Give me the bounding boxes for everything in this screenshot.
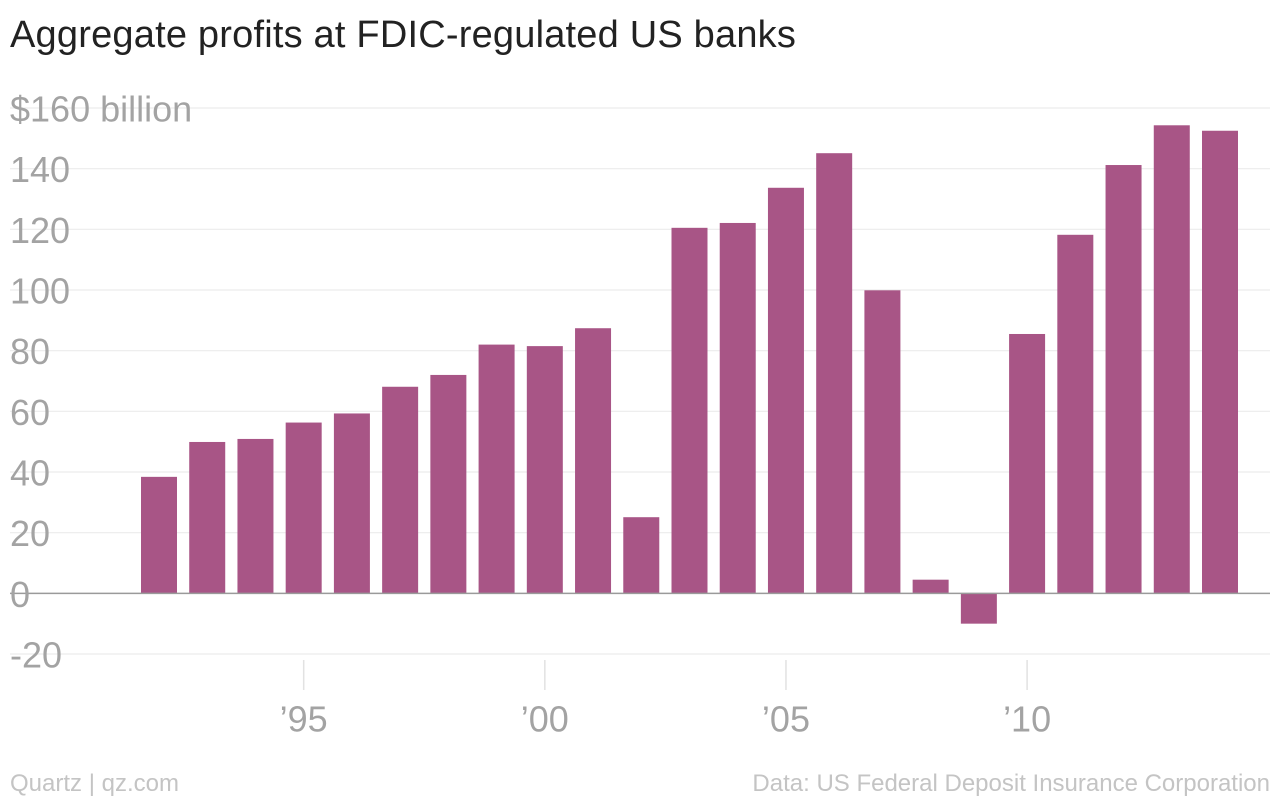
- bar: [333, 413, 370, 594]
- bar: [430, 374, 467, 594]
- bar: [767, 187, 804, 594]
- bar: [478, 344, 515, 594]
- x-tick-labels: ’95 ’00 ’05 ’10: [280, 699, 1051, 740]
- bar: [671, 227, 708, 594]
- x-tick-label: ’00: [521, 699, 569, 740]
- y-tick-label: -20: [10, 635, 62, 676]
- bar: [864, 290, 901, 594]
- x-tick-label: ’95: [280, 699, 328, 740]
- y-tick-label: 100: [10, 271, 70, 312]
- y-tick-label: 0: [10, 574, 30, 615]
- bar: [1153, 125, 1190, 594]
- footer-source-left: Quartz | qz.com: [10, 770, 179, 797]
- x-tick-label: ’05: [762, 699, 810, 740]
- bar: [141, 476, 177, 594]
- y-tick-label: 40: [10, 453, 50, 494]
- bar: [623, 517, 660, 594]
- y-tick-labels: -20 0 20 40 60 80 100 120 140 $160 billion: [10, 89, 192, 676]
- y-tick-label: 140: [10, 149, 70, 190]
- bar: [1009, 333, 1046, 594]
- bar: [526, 346, 563, 594]
- y-tick-label: $160 billion: [10, 89, 192, 130]
- bars: [141, 125, 1238, 624]
- bar: [816, 153, 853, 594]
- bar: [912, 579, 949, 594]
- bar: [1105, 165, 1142, 594]
- bar: [575, 328, 612, 594]
- bar: [189, 441, 226, 594]
- bar: [1057, 234, 1094, 594]
- y-tick-label: 120: [10, 210, 70, 251]
- bar: [237, 438, 274, 594]
- y-tick-label: 20: [10, 513, 50, 554]
- bar: [719, 222, 756, 594]
- x-tick-label: ’10: [1003, 699, 1051, 740]
- y-tick-label: 80: [10, 331, 50, 372]
- x-tick-marks: [302, 660, 1028, 690]
- bar: [960, 593, 997, 624]
- footer-source-right: Data: US Federal Deposit Insurance Corpo…: [752, 770, 1270, 797]
- chart-title: Aggregate profits at FDIC-regulated US b…: [10, 14, 797, 56]
- y-tick-label: 60: [10, 392, 50, 433]
- bar: [285, 422, 322, 594]
- bar: [1202, 130, 1238, 594]
- bar: [382, 386, 419, 594]
